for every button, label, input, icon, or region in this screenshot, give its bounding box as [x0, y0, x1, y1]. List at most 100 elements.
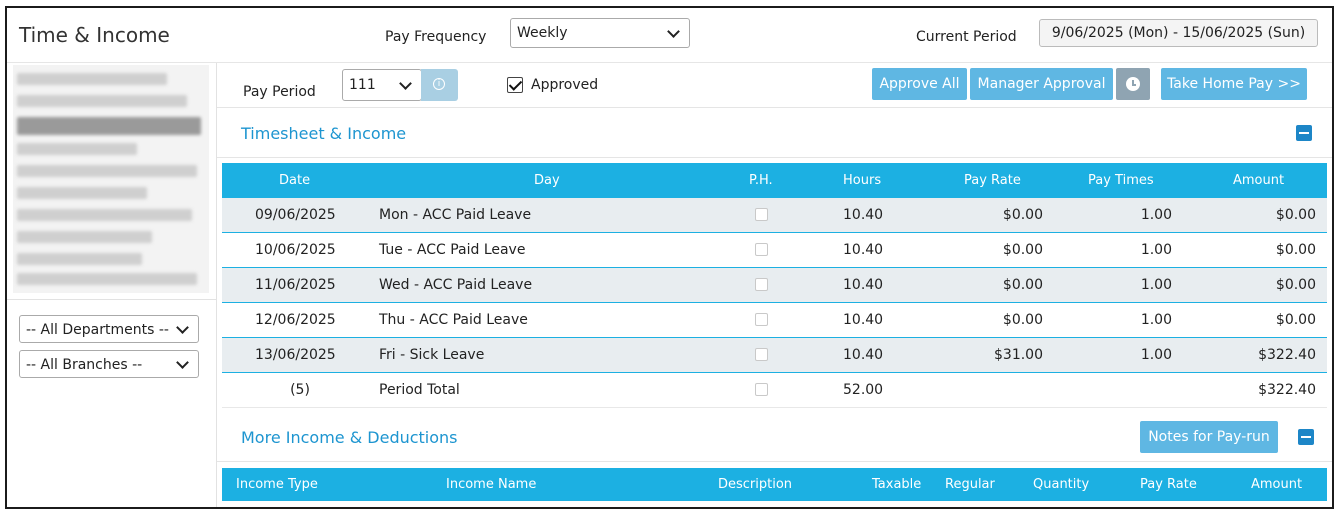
col-quantity: Quantity: [1033, 477, 1090, 492]
cell-hours: 10.40: [843, 277, 884, 293]
col-pay-rate: Pay Rate: [1140, 477, 1197, 492]
pay-frequency-value: Weekly: [517, 25, 568, 41]
current-period-display[interactable]: 9/06/2025 (Mon) - 15/06/2025 (Sun): [1039, 19, 1318, 47]
chevron-down-icon: [176, 321, 189, 334]
cell-date: 11/06/2025: [255, 277, 336, 293]
total-count: (5): [290, 382, 310, 398]
employee-list-redacted: [13, 65, 209, 293]
pay-frequency-select[interactable]: Weekly: [510, 18, 690, 48]
col-day: Day: [534, 173, 560, 188]
pay-period-info-button[interactable]: i: [421, 69, 458, 101]
approved-checkbox[interactable]: [507, 77, 523, 93]
timesheet-section-title: Timesheet & Income: [241, 124, 407, 143]
header-bar: Time & Income Pay Frequency Weekly Curre…: [7, 8, 1332, 63]
col-pay-times: Pay Times: [1088, 173, 1154, 188]
table-row[interactable]: 12/06/2025 Thu - ACC Paid Leave 10.40 $0…: [222, 303, 1327, 338]
cell-pay-times: 1.00: [1140, 207, 1172, 223]
col-regular: Regular: [945, 477, 995, 492]
table-row[interactable]: 09/06/2025 Mon - ACC Paid Leave 10.40 $0…: [222, 198, 1327, 233]
section-divider: [217, 461, 1332, 462]
period-total-row: (5) Period Total 52.00 $322.40: [222, 373, 1327, 408]
collapse-more-income-icon[interactable]: [1298, 429, 1314, 445]
ph-checkbox[interactable]: [755, 313, 768, 326]
cell-day: Tue - ACC Paid Leave: [379, 242, 526, 258]
page-title: Time & Income: [19, 23, 170, 47]
pay-period-select[interactable]: 111: [342, 69, 422, 101]
info-icon: i: [433, 78, 445, 90]
cell-hours: 10.40: [843, 242, 884, 258]
cell-day: Fri - Sick Leave: [379, 347, 485, 363]
table-row[interactable]: 10/06/2025 Tue - ACC Paid Leave 10.40 $0…: [222, 233, 1327, 268]
section-divider: [217, 157, 1332, 158]
col-amount: Amount: [1251, 477, 1303, 492]
approved-label: Approved: [531, 77, 599, 93]
table-row[interactable]: 11/06/2025 Wed - ACC Paid Leave 10.40 $0…: [222, 268, 1327, 303]
sidebar-divider: [7, 299, 216, 300]
main-content: Pay Period 111 i Approved Approve All Ma…: [217, 63, 1332, 507]
check-icon: [508, 77, 523, 91]
cell-date: 10/06/2025: [255, 242, 336, 258]
cell-amount: $322.40: [1258, 347, 1316, 363]
col-income-type: Income Type: [236, 477, 318, 492]
cell-date: 13/06/2025: [255, 347, 336, 363]
total-hours: 52.00: [843, 382, 884, 398]
cell-amount: $0.00: [1275, 207, 1316, 223]
pay-period-value: 111: [349, 77, 376, 93]
more-income-section-title: More Income & Deductions: [241, 428, 458, 447]
ph-checkbox[interactable]: [755, 348, 768, 361]
col-ph: P.H.: [749, 173, 773, 188]
cell-date: 09/06/2025: [255, 207, 336, 223]
ph-checkbox[interactable]: [755, 383, 768, 396]
approve-all-button[interactable]: Approve All: [872, 68, 967, 100]
history-button[interactable]: [1116, 68, 1150, 100]
col-income-name: Income Name: [446, 477, 537, 492]
departments-filter[interactable]: -- All Departments --: [19, 315, 199, 343]
cell-amount: $0.00: [1275, 277, 1316, 293]
col-hours: Hours: [843, 173, 882, 188]
total-amount: $322.40: [1258, 382, 1316, 398]
departments-filter-value: -- All Departments --: [26, 322, 169, 338]
branches-filter-value: -- All Branches --: [26, 357, 143, 373]
chevron-down-icon: [176, 356, 189, 369]
app-window: Time & Income Pay Frequency Weekly Curre…: [5, 6, 1334, 509]
cell-pay-times: 1.00: [1140, 277, 1172, 293]
cell-hours: 10.40: [843, 207, 884, 223]
pay-frequency-label: Pay Frequency: [385, 29, 487, 45]
manager-approval-button[interactable]: Manager Approval: [970, 68, 1113, 100]
col-date: Date: [279, 173, 311, 188]
notes-for-pay-run-button[interactable]: Notes for Pay-run: [1140, 421, 1278, 453]
col-amount: Amount: [1233, 173, 1285, 188]
collapse-timesheet-icon[interactable]: [1296, 125, 1312, 141]
take-home-pay-button[interactable]: Take Home Pay >>: [1161, 68, 1307, 100]
cell-day: Mon - ACC Paid Leave: [379, 207, 532, 223]
ph-checkbox[interactable]: [755, 243, 768, 256]
ph-checkbox[interactable]: [755, 278, 768, 291]
timesheet-table-header: Date Day P.H. Hours Pay Rate Pay Times A…: [222, 163, 1327, 198]
cell-pay-times: 1.00: [1140, 312, 1172, 328]
cell-pay-rate: $0.00: [1002, 207, 1043, 223]
cell-pay-rate: $0.00: [1002, 277, 1043, 293]
table-row[interactable]: 13/06/2025 Fri - Sick Leave 10.40 $31.00…: [222, 338, 1327, 373]
branches-filter[interactable]: -- All Branches --: [19, 350, 199, 378]
sidebar: -- All Departments -- -- All Branches --: [7, 63, 217, 507]
chevron-down-icon: [399, 77, 412, 90]
cell-pay-times: 1.00: [1140, 347, 1172, 363]
cell-pay-rate: $0.00: [1002, 242, 1043, 258]
cell-hours: 10.40: [843, 347, 884, 363]
cell-pay-rate: $31.00: [994, 347, 1043, 363]
ph-checkbox[interactable]: [755, 208, 768, 221]
cell-hours: 10.40: [843, 312, 884, 328]
cell-pay-rate: $0.00: [1002, 312, 1043, 328]
col-description: Description: [718, 477, 793, 492]
toolbar-divider: [217, 107, 1332, 108]
pay-period-label: Pay Period: [243, 84, 316, 100]
clock-icon: [1126, 77, 1140, 91]
cell-date: 12/06/2025: [255, 312, 336, 328]
cell-pay-times: 1.00: [1140, 242, 1172, 258]
cell-day: Thu - ACC Paid Leave: [379, 312, 528, 328]
col-taxable: Taxable: [872, 477, 922, 492]
cell-amount: $0.00: [1275, 242, 1316, 258]
chevron-down-icon: [667, 25, 680, 38]
more-income-table-header: Income Type Income Name Description Taxa…: [222, 468, 1327, 501]
current-period-label: Current Period: [916, 29, 1017, 45]
